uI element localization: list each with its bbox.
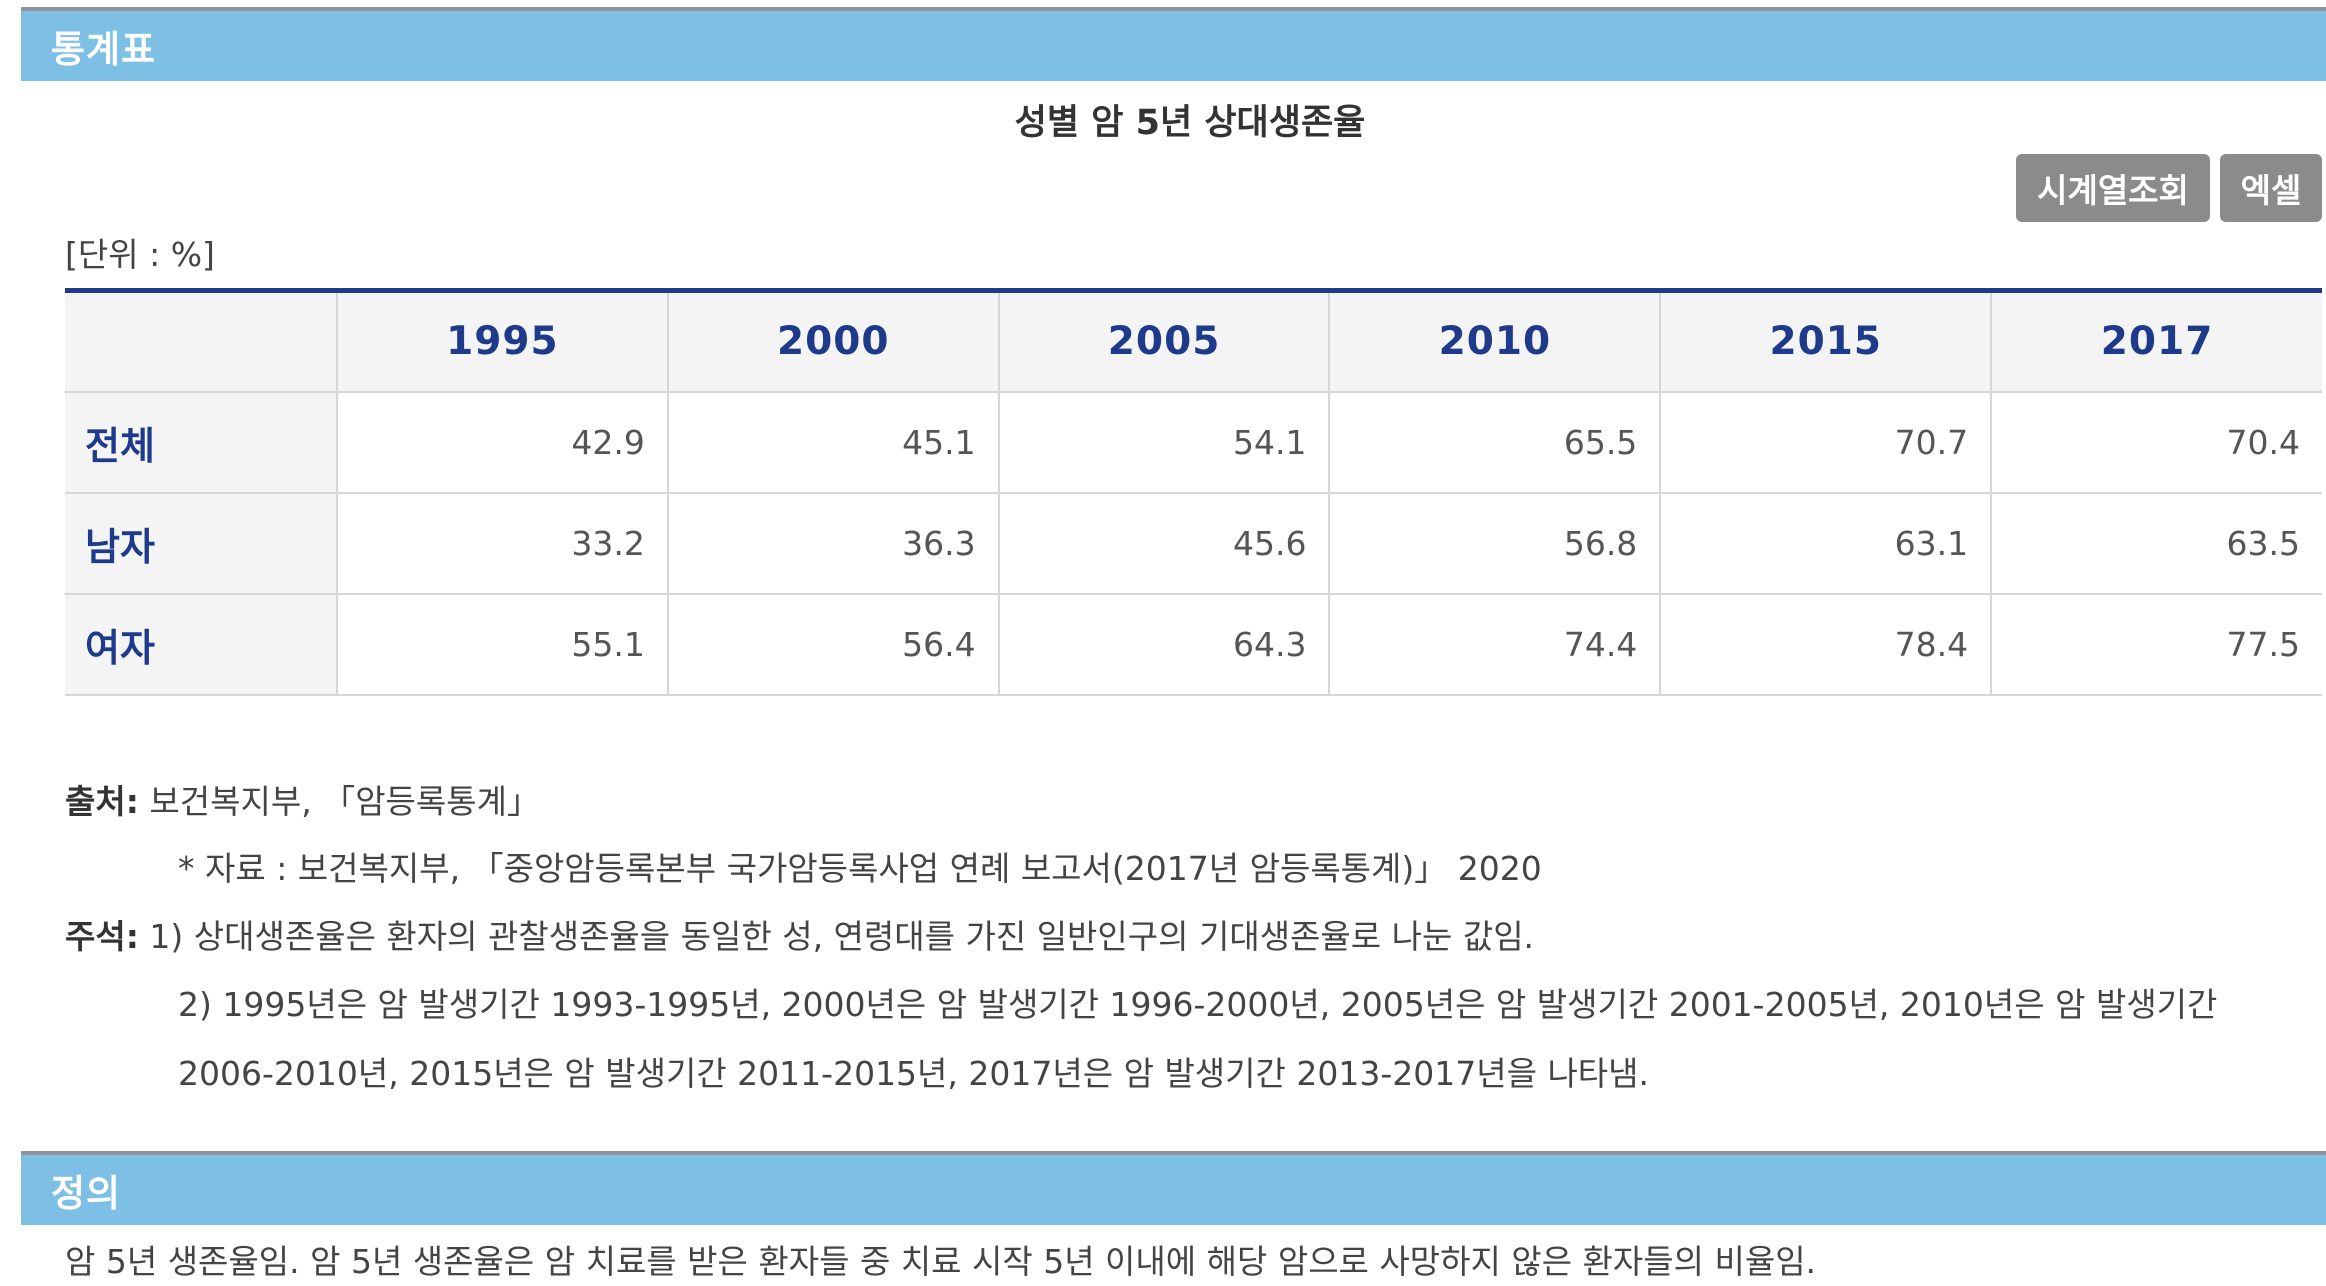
table-cell: 70.7 — [1659, 390, 1993, 494]
definition-text: 암 5년 생존율임. 암 5년 생존율은 암 치료를 받은 환자들 중 치료 시… — [65, 1242, 1817, 1281]
remark-text-2: 2) 1995년은 암 발생기간 1993-1995년, 2000년은 암 발생… — [178, 985, 2218, 1024]
table-cell: 65.5 — [1328, 390, 1662, 494]
timeseries-button[interactable]: 시계열조회 — [2016, 154, 2210, 222]
table-cell: 54.1 — [997, 390, 1331, 494]
column-header: 2017 — [1990, 290, 2322, 393]
table-cell: 56.4 — [666, 592, 1000, 696]
table-cell: 33.2 — [336, 491, 669, 595]
table-cell: 45.6 — [997, 491, 1331, 595]
table-cell: 42.9 — [336, 390, 669, 494]
source-label: 출처: — [65, 782, 139, 821]
table-cell: 70.4 — [1990, 390, 2322, 494]
stats-section-header: 통계표 — [21, 7, 2326, 81]
source-detail: * 자료 : 보건복지부, 「중앙암등록본부 국가암등록사업 연례 보고서(20… — [178, 849, 1542, 888]
table-cell: 77.5 — [1990, 592, 2322, 696]
table-cell: 36.3 — [666, 491, 1000, 595]
row-header: 남자 — [65, 491, 338, 595]
stats-table: 1995 2000 2005 2010 2015 2017 전체 42.9 45… — [65, 288, 2322, 696]
column-header: 2015 — [1659, 290, 1993, 393]
table-cell: 78.4 — [1659, 592, 1993, 696]
table-title: 성별 암 5년 상대생존율 — [1014, 103, 1366, 143]
table-header-row: 1995 2000 2005 2010 2015 2017 — [65, 290, 2322, 393]
excel-button[interactable]: 엑셀 — [2220, 154, 2322, 222]
definition-section-header: 정의 — [21, 1151, 2326, 1225]
stats-section-label: 통계표 — [51, 28, 157, 71]
row-header: 여자 — [65, 592, 338, 696]
remark-note: 주석: 1) 상대생존율은 환자의 관찰생존율을 동일한 성, 연령대를 가진 … — [65, 910, 1534, 958]
table-row: 여자 55.1 56.4 64.3 74.4 78.4 77.5 — [65, 592, 2322, 696]
table-cell: 63.5 — [1990, 491, 2322, 595]
column-header: 2000 — [666, 290, 1000, 393]
column-header: 2005 — [997, 290, 1331, 393]
unit-label: [단위 : %] — [65, 235, 215, 274]
table-cell: 55.1 — [336, 592, 669, 696]
column-header: 1995 — [336, 290, 669, 393]
source-text: 보건복지부, 「암등록통계」 — [138, 782, 540, 821]
table-cell: 45.1 — [666, 390, 1000, 494]
remark-text-3: 2006-2010년, 2015년은 암 발생기간 2011-2015년, 20… — [178, 1054, 1650, 1093]
table-cell: 63.1 — [1659, 491, 1993, 595]
remark-text-1: 1) 상대생존율은 환자의 관찰생존율을 동일한 성, 연령대를 가진 일반인구… — [138, 917, 1535, 956]
remark-label: 주석: — [65, 917, 139, 956]
table-row: 남자 33.2 36.3 45.6 56.8 63.1 63.5 — [65, 491, 2322, 595]
source-note: 출처: 보건복지부, 「암등록통계」 — [65, 775, 540, 823]
row-header: 전체 — [65, 391, 338, 494]
table-cell: 64.3 — [997, 592, 1331, 696]
table-corner-cell — [65, 290, 338, 393]
table-row: 전체 42.9 45.1 54.1 65.5 70.7 70.4 — [65, 390, 2322, 494]
column-header: 2010 — [1328, 290, 1662, 393]
definition-section-label: 정의 — [51, 1172, 122, 1215]
table-cell: 74.4 — [1328, 592, 1662, 696]
table-cell: 56.8 — [1328, 491, 1662, 595]
